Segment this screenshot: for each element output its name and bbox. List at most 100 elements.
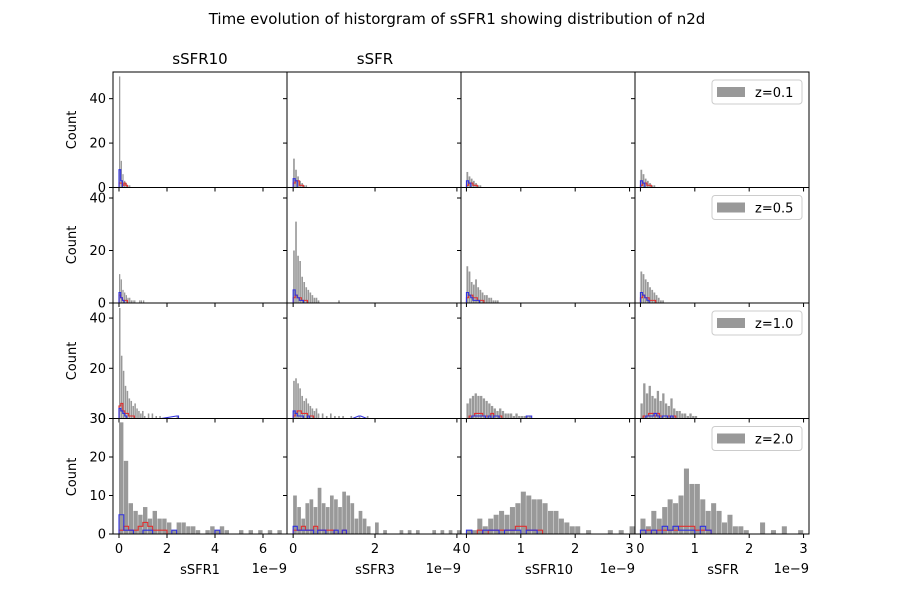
column-title: sSFR10	[172, 50, 227, 68]
histogram-bar	[191, 526, 196, 534]
histogram-bar	[358, 415, 361, 419]
y-tick-label: 0	[98, 528, 106, 543]
histogram-bar	[689, 483, 695, 534]
histogram-bar	[656, 518, 662, 534]
blue-step-outline	[639, 525, 804, 534]
histogram-bar	[366, 415, 369, 419]
histogram-bar	[477, 518, 483, 534]
histogram-bar	[126, 390, 129, 419]
histogram-bar	[662, 393, 665, 419]
histogram-bar	[329, 413, 332, 419]
histogram-panel: 0 20 40	[89, 187, 288, 312]
x-tick-label: 2	[745, 542, 753, 557]
histogram-bar	[681, 413, 684, 419]
x-axis-label: sSFR1	[180, 563, 220, 578]
histogram-bar	[660, 300, 662, 303]
histogram-bar	[651, 395, 654, 419]
histogram-bar	[440, 530, 445, 534]
panel-frame	[634, 418, 810, 535]
histogram-bar	[140, 300, 143, 303]
histogram-bar	[515, 413, 518, 419]
histogram-bar	[675, 410, 679, 419]
histogram-bar	[646, 180, 649, 188]
axis-offset-labels: 1e−9 1e−9 1e−9 1e−9	[252, 562, 809, 577]
histogram-bar	[162, 518, 167, 534]
histogram-bar	[267, 530, 273, 534]
panel-plot-area	[292, 487, 461, 534]
blue-step-outline	[466, 415, 533, 419]
blue-step-outline	[465, 180, 482, 188]
histogram-bar	[248, 530, 253, 534]
histogram-bar	[123, 460, 129, 534]
histogram-bar	[315, 408, 318, 419]
histogram-bar	[798, 530, 804, 534]
histogram-bar	[295, 378, 297, 419]
histogram-bar	[645, 393, 649, 419]
histogram-bar	[648, 385, 651, 419]
histogram-bar	[311, 295, 314, 303]
histogram-bar	[124, 385, 127, 419]
histogram-bar	[132, 300, 134, 303]
histogram-bar	[468, 176, 471, 188]
panel-frame	[112, 187, 288, 304]
column-title: sSFR	[357, 50, 393, 68]
histogram-bar	[518, 415, 521, 419]
histogram-bar	[176, 522, 181, 534]
histogram-bar	[716, 510, 722, 534]
histogram-bar	[181, 522, 186, 534]
histogram-bar	[309, 499, 314, 534]
y-axis-label: Count	[65, 458, 80, 497]
histogram-bar	[466, 171, 469, 188]
histogram-bar	[667, 405, 670, 419]
histogram-bar	[317, 300, 320, 303]
histogram-bar	[315, 297, 318, 303]
histogram-bar	[520, 415, 524, 419]
histogram-bar	[474, 393, 477, 419]
histogram-bar	[496, 410, 499, 419]
histogram-panel	[283, 302, 462, 423]
x-tick-label: 0	[636, 542, 644, 557]
histogram-bar	[653, 292, 656, 303]
histogram-bar	[732, 526, 738, 534]
histogram-bar	[683, 468, 689, 534]
histogram-bar	[512, 415, 515, 419]
histogram-bar	[642, 174, 645, 188]
panel-plot-area	[292, 158, 308, 188]
histogram-bar	[130, 400, 133, 419]
histogram-bar	[472, 180, 475, 188]
histogram-bar	[475, 279, 477, 303]
histogram-bar	[770, 530, 776, 534]
histogram-bar	[678, 410, 681, 419]
histogram-bar	[383, 530, 387, 534]
histogram-bar	[307, 403, 310, 419]
histogram-bar	[325, 507, 330, 534]
blue-step-outline	[465, 291, 500, 303]
histogram-bar	[293, 380, 295, 419]
histogram-bar	[407, 530, 412, 534]
panel-plot-area	[639, 468, 804, 534]
red-step-outline	[639, 182, 656, 188]
histogram-bar	[155, 415, 157, 419]
panel-plot-area	[118, 76, 131, 188]
histogram-bar	[305, 503, 310, 534]
blue-step-outline	[292, 178, 308, 188]
histogram-bar	[488, 518, 494, 534]
histogram-bar	[481, 292, 484, 303]
histogram-bar	[738, 526, 744, 534]
histogram-bar	[466, 266, 469, 303]
histogram-bar	[456, 530, 461, 534]
y-axis-labels: Count Count Count Count	[65, 111, 80, 497]
histogram-bar	[640, 518, 646, 534]
histogram-bar	[195, 530, 201, 534]
histogram-bar	[509, 413, 513, 419]
histogram-bar	[122, 289, 124, 303]
histogram-bar	[124, 180, 126, 188]
histogram-bar	[655, 295, 658, 303]
histogram-bar	[490, 405, 494, 419]
y-tick-label: 0	[98, 181, 106, 196]
histogram-bar	[299, 261, 301, 303]
histogram-bar	[651, 510, 657, 534]
histogram-bar	[558, 518, 564, 534]
blue-step-outline	[118, 291, 145, 303]
histogram-bar	[537, 499, 543, 534]
